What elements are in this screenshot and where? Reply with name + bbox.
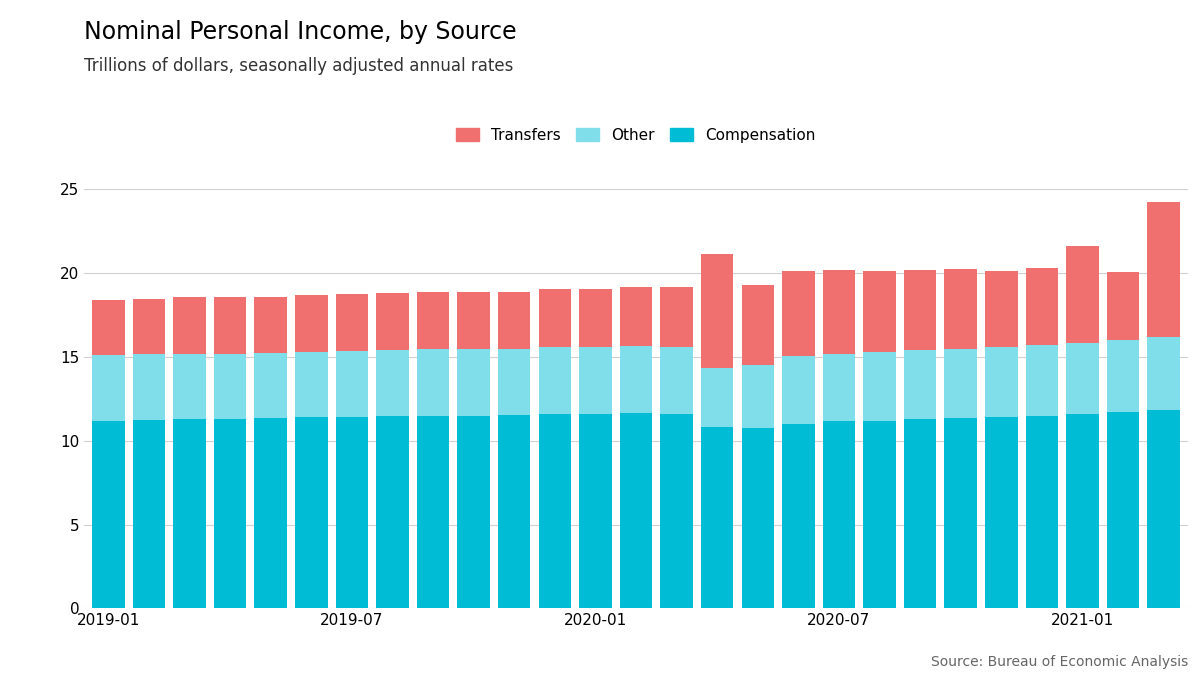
Bar bbox=[1067, 414, 1099, 608]
Bar bbox=[214, 354, 246, 419]
Text: Source: Bureau of Economic Analysis: Source: Bureau of Economic Analysis bbox=[931, 655, 1188, 669]
Bar bbox=[457, 416, 490, 608]
Bar bbox=[944, 349, 977, 418]
Bar bbox=[92, 300, 125, 356]
Bar bbox=[782, 272, 815, 356]
Bar bbox=[336, 351, 368, 417]
Bar bbox=[1067, 343, 1099, 414]
Bar bbox=[416, 416, 449, 608]
Bar bbox=[782, 356, 815, 424]
Bar bbox=[580, 289, 612, 347]
Bar bbox=[416, 349, 449, 416]
Bar bbox=[1026, 345, 1058, 416]
Bar bbox=[944, 269, 977, 349]
Bar bbox=[377, 350, 409, 416]
Bar bbox=[863, 270, 895, 352]
Bar bbox=[133, 354, 166, 420]
Bar bbox=[254, 353, 287, 418]
Bar bbox=[1147, 410, 1180, 608]
Bar bbox=[539, 289, 571, 347]
Bar bbox=[985, 347, 1018, 417]
Bar bbox=[539, 414, 571, 608]
Legend: Transfers, Other, Compensation: Transfers, Other, Compensation bbox=[450, 122, 822, 149]
Bar bbox=[985, 270, 1018, 347]
Bar bbox=[619, 413, 653, 608]
Bar bbox=[92, 356, 125, 420]
Bar bbox=[295, 417, 328, 608]
Bar bbox=[619, 287, 653, 346]
Bar bbox=[1106, 272, 1139, 340]
Bar bbox=[904, 350, 936, 419]
Bar bbox=[580, 347, 612, 414]
Bar bbox=[782, 424, 815, 608]
Text: Nominal Personal Income, by Source: Nominal Personal Income, by Source bbox=[84, 20, 517, 45]
Bar bbox=[173, 419, 205, 608]
Bar bbox=[336, 294, 368, 351]
Bar bbox=[619, 346, 653, 413]
Bar bbox=[742, 365, 774, 428]
Bar bbox=[742, 285, 774, 365]
Bar bbox=[254, 297, 287, 353]
Bar bbox=[823, 354, 856, 421]
Bar bbox=[173, 297, 205, 354]
Bar bbox=[985, 417, 1018, 608]
Bar bbox=[823, 421, 856, 608]
Bar bbox=[701, 427, 733, 608]
Bar bbox=[377, 416, 409, 608]
Bar bbox=[701, 368, 733, 427]
Bar bbox=[660, 287, 692, 347]
Bar bbox=[944, 418, 977, 608]
Bar bbox=[863, 420, 895, 608]
Bar bbox=[1147, 337, 1180, 410]
Bar bbox=[1026, 268, 1058, 345]
Bar bbox=[254, 418, 287, 608]
Bar bbox=[1067, 246, 1099, 343]
Bar bbox=[457, 349, 490, 416]
Bar bbox=[173, 354, 205, 419]
Bar bbox=[904, 419, 936, 608]
Bar bbox=[904, 270, 936, 350]
Bar bbox=[295, 295, 328, 352]
Bar bbox=[863, 352, 895, 420]
Bar bbox=[498, 291, 530, 349]
Bar bbox=[336, 417, 368, 608]
Bar bbox=[498, 349, 530, 415]
Bar bbox=[660, 414, 692, 608]
Bar bbox=[701, 254, 733, 368]
Bar bbox=[1147, 202, 1180, 337]
Bar bbox=[1106, 340, 1139, 412]
Bar bbox=[660, 347, 692, 414]
Bar bbox=[539, 347, 571, 414]
Bar bbox=[214, 297, 246, 354]
Bar bbox=[580, 414, 612, 608]
Bar bbox=[133, 420, 166, 608]
Bar bbox=[823, 270, 856, 354]
Bar bbox=[1026, 416, 1058, 608]
Bar bbox=[377, 293, 409, 350]
Bar bbox=[416, 293, 449, 349]
Bar bbox=[1106, 412, 1139, 608]
Bar bbox=[742, 428, 774, 608]
Bar bbox=[214, 419, 246, 608]
Bar bbox=[133, 299, 166, 354]
Text: Trillions of dollars, seasonally adjusted annual rates: Trillions of dollars, seasonally adjuste… bbox=[84, 57, 514, 76]
Bar bbox=[295, 352, 328, 417]
Bar bbox=[457, 291, 490, 349]
Bar bbox=[92, 420, 125, 608]
Bar bbox=[498, 415, 530, 608]
